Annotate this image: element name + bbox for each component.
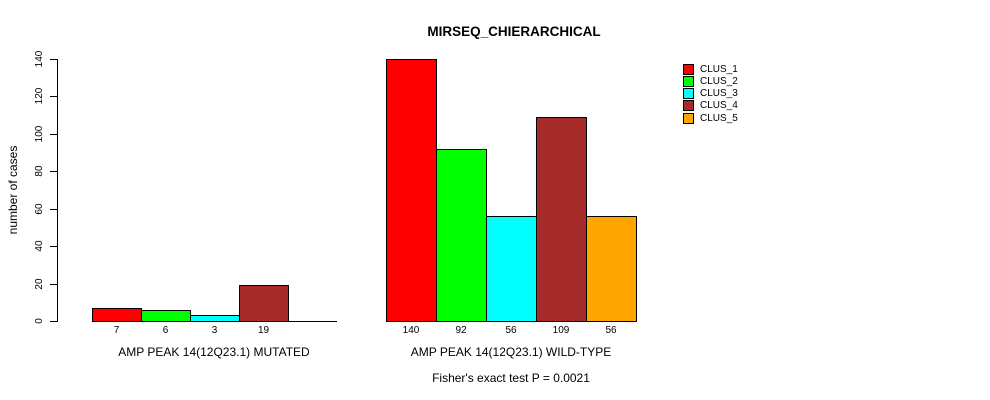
legend-swatch-clus-2 [683,75,694,87]
group-label-mutated: AMP PEAK 14(12Q23.1) MUTATED [118,345,310,359]
y-axis-tick [50,321,57,322]
y-axis-tick-label: 40 [34,240,45,252]
y-axis-tick-label: 120 [34,87,45,105]
legend-swatch-clus-5 [683,112,694,124]
bar-value-label: 3 [211,325,218,336]
bar-clus_4-group1 [239,285,289,322]
legend-swatch-clus-4 [683,100,694,112]
y-axis-tick [50,284,57,285]
bar-clus_3-group2 [486,216,537,322]
legend-label: CLUS_4 [700,100,738,112]
bar-value-label: 56 [505,325,517,336]
bar-clus_1-group2 [386,59,437,322]
y-axis-tick [50,209,57,210]
legend-swatch-clus-3 [683,88,694,100]
bar-clus_4-group2 [536,117,587,322]
group-label-wild-type: AMP PEAK 14(12Q23.1) WILD-TYPE [410,345,612,359]
legend-item-clus-5: CLUS_5 [683,112,738,124]
y-axis-tick-label: 20 [34,278,45,290]
y-axis-tick [50,134,57,135]
y-axis-tick-label: 60 [34,203,45,215]
bar-value-label: 140 [402,325,420,336]
y-axis-tick-label: 100 [34,125,45,143]
bar-value-label: 92 [455,325,467,336]
bar-clus_2-group2 [436,149,487,322]
y-axis-tick-label: 80 [34,165,45,177]
legend-item-clus-3: CLUS_3 [683,88,738,100]
legend-label: CLUS_5 [700,112,738,124]
bar-clus_2-group1 [141,310,191,322]
bar-value-label: 19 [257,325,270,336]
legend-swatch-clus-1 [683,63,694,75]
y-axis-tick-label: 140 [34,50,45,68]
legend-item-clus-1: CLUS_1 [683,63,738,75]
y-axis-tick [50,59,57,60]
y-axis-tick [50,246,57,247]
bar-clus_5-group2 [586,216,637,322]
y-axis-line [57,59,58,322]
chart-title: MIRSEQ_CHIERARCHICAL [427,24,601,39]
y-axis-tick-label: 0 [34,318,45,324]
bar-value-label: 56 [605,325,617,336]
bar-clus_3-group1 [190,315,240,322]
y-axis-tick [50,171,57,172]
bar-value-label: 7 [113,325,120,336]
legend-item-clus-2: CLUS_2 [683,75,738,87]
legend-label: CLUS_3 [700,88,738,100]
y-axis-title: number of cases [6,145,20,235]
legend-label: CLUS_2 [700,75,738,87]
bar-value-label: 109 [552,325,570,336]
bar-clus_1-group1 [92,308,142,322]
legend-label: CLUS_1 [700,63,738,75]
y-axis-tick [50,96,57,97]
fisher-test-annotation: Fisher's exact test P = 0.0021 [432,371,590,385]
legend-item-clus-4: CLUS_4 [683,100,738,112]
legend: CLUS_1 CLUS_2 CLUS_3 CLUS_4 CLUS_5 [683,63,738,124]
bar-value-label: 6 [162,325,169,336]
